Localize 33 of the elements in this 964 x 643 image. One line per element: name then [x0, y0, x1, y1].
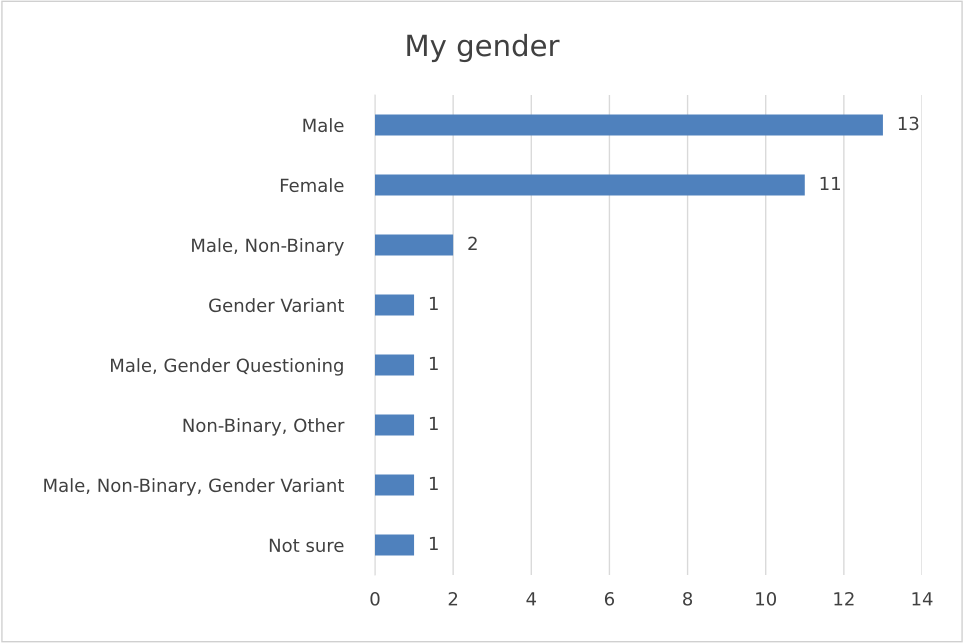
- data-label: 1: [430, 476, 438, 490]
- bar: [375, 174, 805, 196]
- data-label: 2: [468, 236, 477, 250]
- y-tick-label: Male, Non-Binary, Gender Variant: [44, 478, 344, 496]
- x-tick-label: 4: [526, 592, 536, 606]
- data-label: 1: [430, 296, 438, 310]
- x-tick-label: 10: [756, 592, 776, 606]
- bar: [375, 534, 414, 556]
- y-tick-label: Gender Variant: [209, 298, 344, 312]
- y-tick-label: Male, Non-Binary: [192, 238, 344, 256]
- x-tick-label: 0: [370, 592, 380, 606]
- bar: [375, 234, 454, 256]
- bar: [375, 354, 414, 376]
- y-tick-label: Female: [280, 178, 344, 192]
- bar: [375, 114, 883, 136]
- bar: [375, 414, 414, 436]
- bar: [375, 474, 414, 496]
- x-tick-label: 14: [912, 592, 932, 606]
- data-label: 1: [430, 356, 438, 370]
- y-tick-label: Male, Gender Questioning: [111, 358, 343, 376]
- chart-title: My gender: [407, 34, 560, 62]
- x-tick-label: 2: [448, 592, 458, 606]
- x-tick-label: 12: [834, 592, 854, 606]
- y-tick-label: Non-Binary, Other: [184, 418, 344, 436]
- data-label: 11: [820, 176, 840, 190]
- y-tick-label: Male: [303, 118, 344, 132]
- data-label: 13: [898, 116, 918, 130]
- y-tick-label: Not sure: [270, 538, 344, 552]
- x-tick-label: 8: [683, 592, 692, 606]
- bar: [375, 294, 414, 316]
- data-label: 1: [430, 536, 438, 550]
- x-tick-label: 6: [604, 592, 614, 606]
- data-label: 1: [430, 416, 438, 430]
